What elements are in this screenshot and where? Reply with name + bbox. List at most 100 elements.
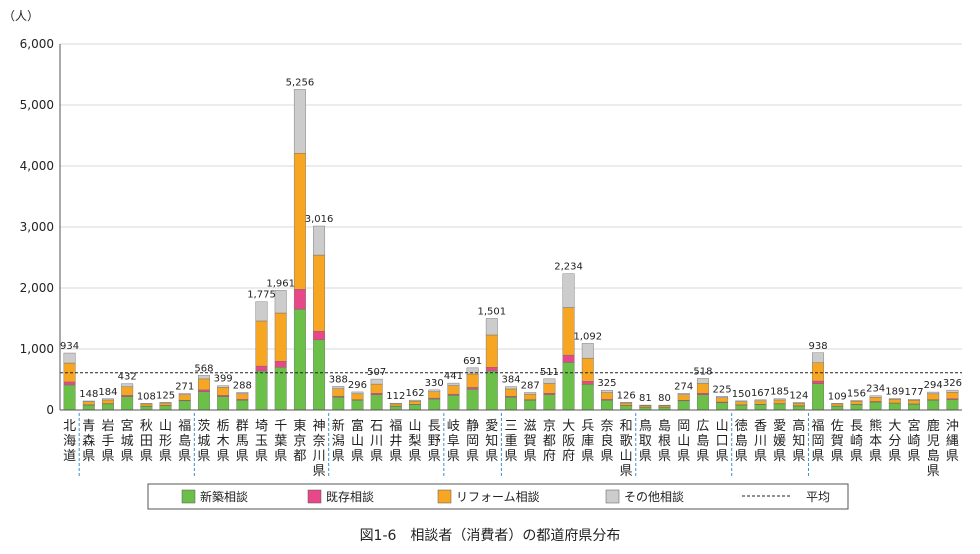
total-label: 296 bbox=[348, 380, 367, 391]
bar-stack bbox=[735, 400, 748, 411]
total-label: 148 bbox=[79, 389, 98, 400]
x-tick-label: 福島県 bbox=[178, 419, 191, 464]
total-label: 80 bbox=[658, 393, 671, 404]
bar-stack bbox=[716, 396, 729, 411]
bar-segment-new bbox=[217, 396, 230, 411]
y-axis-unit-label: （人） bbox=[3, 9, 39, 23]
bar-segment-existing bbox=[562, 354, 575, 363]
x-tick-char: 県 bbox=[197, 449, 210, 464]
bar-segment-reform bbox=[869, 396, 882, 402]
x-tick-char: 県 bbox=[677, 449, 690, 464]
bar-stack bbox=[869, 395, 882, 411]
bar-segment-existing bbox=[466, 387, 479, 390]
x-tick-char: 海 bbox=[63, 434, 76, 449]
total-label: 177 bbox=[904, 387, 923, 398]
x-tick-char: 奈 bbox=[313, 434, 326, 449]
x-tick-char: 良 bbox=[600, 433, 613, 449]
bar-stack bbox=[274, 290, 287, 411]
bar-segment-other bbox=[197, 375, 210, 380]
x-tick-char: 愛 bbox=[485, 419, 498, 434]
x-tick-char: 県 bbox=[620, 464, 633, 479]
bar-segment-other bbox=[121, 383, 134, 388]
x-tick-labels: 北海道青森県岩手県宮城県秋田県山形県福島県茨城県栃木県群馬県埼玉県千葉県東京都神… bbox=[63, 418, 959, 479]
x-tick-char: 県 bbox=[888, 449, 901, 464]
bar-segment-new bbox=[927, 400, 940, 411]
total-label: 234 bbox=[866, 384, 885, 395]
x-tick-label: 大阪府 bbox=[562, 419, 575, 464]
bar-segment-reform bbox=[217, 387, 230, 396]
x-tick-char: 宮 bbox=[121, 418, 134, 434]
x-tick-label: 青森県 bbox=[82, 419, 95, 464]
bar-segment-new bbox=[313, 339, 326, 411]
x-tick-char: 野 bbox=[428, 434, 441, 449]
bar-segment-other bbox=[696, 378, 709, 384]
x-tick-char: 木 bbox=[217, 434, 230, 449]
x-tick-char: 山 bbox=[677, 434, 690, 449]
bar-segment-new bbox=[543, 394, 556, 411]
x-tick-char: 岡 bbox=[812, 434, 825, 449]
legend-label-reform: リフォーム相談 bbox=[456, 489, 540, 504]
bar-segment-new bbox=[389, 406, 402, 411]
bar-segment-reform bbox=[178, 394, 191, 401]
total-label: 432 bbox=[118, 372, 137, 383]
x-tick-label: 京都府 bbox=[543, 419, 556, 464]
bar-segment-reform bbox=[792, 403, 805, 406]
bar-stack bbox=[121, 383, 134, 411]
total-label: 568 bbox=[194, 363, 213, 374]
x-tick-label: 奈良県 bbox=[600, 419, 613, 464]
bar-segment-new bbox=[255, 370, 268, 411]
x-tick-label: 岩手県 bbox=[101, 419, 114, 464]
legend-label-average: 平均 bbox=[806, 490, 830, 504]
bar-segment-other bbox=[293, 89, 306, 154]
total-label: 1,501 bbox=[477, 306, 506, 317]
x-tick-char: 島 bbox=[927, 449, 940, 464]
bar-segment-new bbox=[197, 391, 210, 411]
x-tick-char: 県 bbox=[101, 449, 114, 464]
x-tick-char: 県 bbox=[600, 449, 613, 464]
x-tick-char: 宮 bbox=[908, 418, 921, 434]
x-tick-char: 県 bbox=[850, 449, 863, 464]
total-label: 388 bbox=[329, 374, 348, 385]
bar-segment-other bbox=[946, 389, 959, 393]
legend: 新築相談 既存相談 リフォーム相談 その他相談 平均 bbox=[147, 483, 849, 510]
axes: 0 1,000 2,000 3,000 4,000 5,000 6,000 bbox=[20, 37, 962, 478]
x-tick-char: 山 bbox=[159, 419, 172, 434]
total-label: 124 bbox=[789, 390, 808, 401]
x-tick-char: 熊 bbox=[869, 418, 882, 434]
x-tick-char: 県 bbox=[313, 464, 326, 479]
x-tick-char: 県 bbox=[121, 449, 134, 464]
x-tick-label: 富山県 bbox=[351, 418, 364, 464]
total-label: 934 bbox=[60, 341, 79, 352]
x-tick-char: 県 bbox=[428, 449, 441, 464]
total-label: 1,775 bbox=[247, 290, 276, 301]
x-tick-char: 川 bbox=[370, 434, 383, 449]
x-tick-char: 県 bbox=[178, 449, 191, 464]
total-label: 287 bbox=[521, 380, 540, 391]
bar-stack bbox=[178, 393, 191, 411]
bar-segment-new bbox=[754, 404, 767, 411]
x-tick-char: 都 bbox=[293, 449, 306, 464]
bar-stack bbox=[313, 225, 326, 411]
bar-stack bbox=[754, 399, 767, 411]
x-tick-char: 県 bbox=[908, 449, 921, 464]
bar-segment-other bbox=[524, 392, 537, 395]
x-tick-char: 媛 bbox=[773, 434, 786, 449]
bar-segment-reform bbox=[332, 388, 345, 397]
bar-segment-new bbox=[562, 362, 575, 411]
x-tick-label: 宮城県 bbox=[121, 418, 134, 464]
bar-segment-existing bbox=[255, 365, 268, 372]
total-label: 691 bbox=[463, 356, 482, 367]
x-tick-char: 府 bbox=[543, 449, 556, 464]
x-tick-label: 香川県 bbox=[754, 419, 767, 464]
x-tick-char: 取 bbox=[639, 434, 652, 449]
total-label: 518 bbox=[693, 366, 712, 377]
total-label: 5,256 bbox=[286, 77, 315, 88]
x-tick-char: 重 bbox=[504, 433, 517, 449]
x-tick-char: 長 bbox=[428, 419, 441, 434]
total-label: 399 bbox=[214, 374, 233, 385]
x-tick-char: 県 bbox=[82, 449, 95, 464]
bar-stack bbox=[428, 389, 441, 411]
x-tick-char: 青 bbox=[82, 419, 95, 434]
bar-segment-other bbox=[601, 389, 613, 393]
